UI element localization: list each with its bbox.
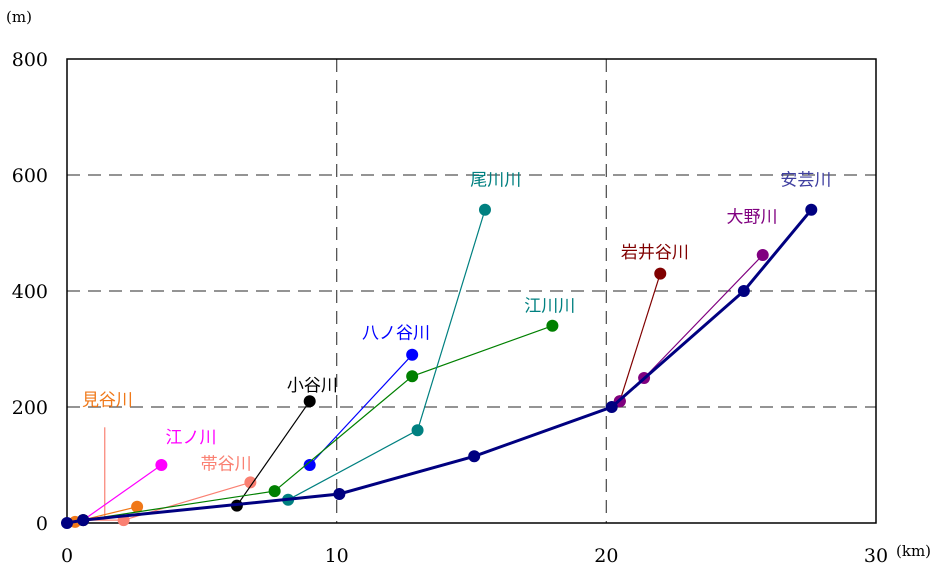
data-point: [737, 285, 750, 297]
data-point: [268, 485, 281, 498]
data-point: [546, 319, 559, 332]
data-point: [303, 459, 316, 471]
series-岩井谷川: [613, 267, 667, 408]
data-point: [605, 401, 618, 413]
y-axis-unit: (m): [6, 8, 32, 26]
y-tick-label: 200: [12, 397, 48, 419]
series-label: 岩井谷川: [621, 243, 689, 263]
data-point: [155, 459, 168, 471]
x-tick-label: 30: [864, 545, 888, 567]
series-line: [82, 464, 162, 521]
series-lines: [61, 203, 818, 529]
data-point: [411, 424, 424, 437]
data-point: [333, 488, 346, 500]
x-tick-label: 20: [594, 545, 618, 567]
x-tick-label: 0: [61, 545, 73, 567]
series-line: [83, 325, 553, 521]
series-label: 安芸川: [780, 170, 831, 190]
y-tick-label: 0: [36, 513, 48, 535]
series-label: 大野川: [726, 208, 777, 228]
y-tick-label: 800: [12, 49, 48, 71]
series-安芸川: [61, 203, 818, 529]
data-point: [303, 395, 316, 408]
series-label: 八ノ谷川: [362, 324, 430, 344]
series-line: [619, 273, 661, 402]
y-tick-label: 600: [12, 165, 48, 187]
series-八ノ谷川: [303, 348, 419, 471]
data-point: [406, 370, 419, 383]
series-line: [309, 354, 413, 466]
x-tick-label: 10: [325, 545, 349, 567]
series-line: [83, 481, 251, 521]
series-label: 江ノ川: [166, 428, 217, 448]
series-label: 江川川: [524, 296, 575, 316]
series-label: 帯谷川: [201, 455, 252, 475]
series-label: 尾川川: [470, 170, 521, 190]
data-point: [131, 500, 144, 513]
x-axis-unit: (km): [896, 542, 931, 560]
series-label: 小谷川: [287, 376, 338, 396]
y-tick-label: 400: [12, 281, 48, 303]
data-point: [805, 203, 818, 216]
series-line: [236, 400, 311, 506]
data-point: [478, 203, 491, 216]
axis-ticks: 0 10 20 30 0 200 400 600 800: [12, 49, 888, 567]
data-point: [654, 267, 667, 280]
data-point: [61, 517, 73, 529]
data-point: [406, 348, 419, 361]
data-point: [756, 249, 769, 262]
data-point: [77, 514, 90, 527]
series-小谷川: [230, 395, 316, 512]
data-point: [468, 450, 481, 463]
data-point: [244, 476, 257, 489]
plot-frame: [66, 58, 877, 524]
series-label: 見谷川: [82, 390, 133, 410]
